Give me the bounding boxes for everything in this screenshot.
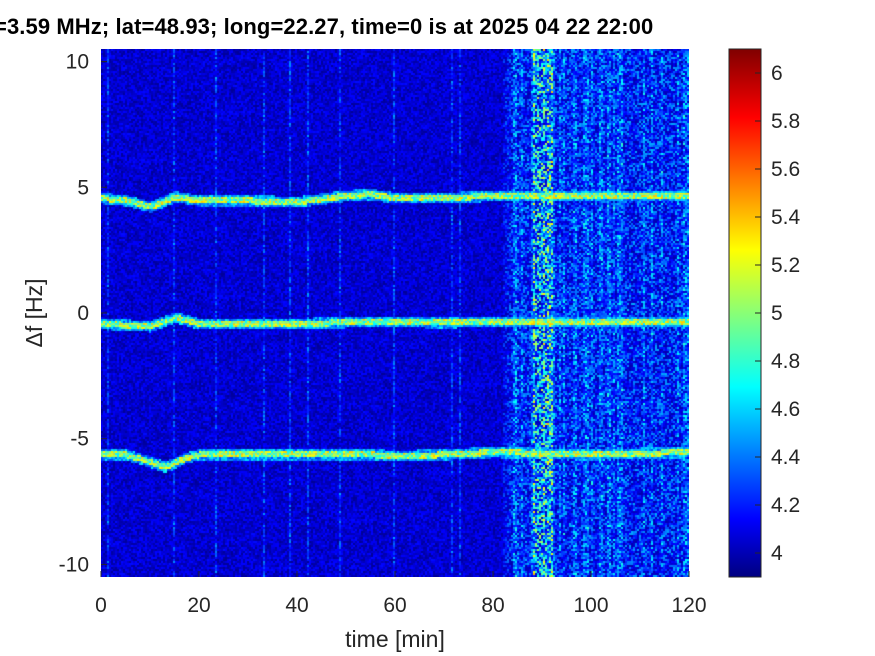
- x-axis: 0 20 40 60 80 100 120: [95, 571, 707, 617]
- x-tick-label: 40: [285, 594, 308, 617]
- signal-traces: [101, 192, 689, 468]
- colorbar-tick-label: 5.6: [771, 158, 800, 181]
- y-tick-label: 0: [77, 302, 89, 325]
- colorbar-tick-label: 4.6: [771, 398, 800, 421]
- trace-line-1: [101, 192, 689, 207]
- x-tick-label: 20: [187, 594, 210, 617]
- plot-area: [101, 49, 689, 577]
- x-tick-label: 100: [573, 594, 608, 617]
- y-axis-label: Δf [Hz]: [21, 278, 47, 347]
- y-tick-label: 10: [66, 51, 89, 74]
- x-axis-label: time [min]: [345, 626, 445, 652]
- colorbar-tick-label: 4.2: [771, 494, 800, 517]
- trace-line-2: [101, 316, 689, 327]
- y-tick-label: 5: [77, 176, 89, 199]
- y-tick-label: -5: [70, 428, 89, 451]
- colorbar-tick-label: 5.8: [771, 110, 800, 133]
- colorbar-tick-label: 4: [771, 542, 783, 565]
- x-tick-label: 120: [671, 594, 706, 617]
- x-tick-label: 80: [481, 594, 504, 617]
- trace-line-3: [101, 450, 689, 468]
- x-tick-label: 0: [95, 594, 107, 617]
- colorbar-tick-label: 5.2: [771, 254, 800, 277]
- colorbar-tick-label: 5: [771, 302, 783, 325]
- colorbar-tick-label: 6: [771, 62, 783, 85]
- colorbar-ticks: 4 4.2 4.4 4.6 4.8 5 5.2 5.4 5.6 5.8 6: [755, 62, 801, 565]
- colorbar-tick-label: 4.8: [771, 350, 800, 373]
- x-tick-label: 60: [383, 594, 406, 617]
- chart-title: =3.59 MHz; lat=48.93; long=22.27, time=0…: [0, 14, 654, 39]
- y-axis: -10 -5 0 5 10: [59, 51, 107, 576]
- y-tick-label: -10: [59, 553, 89, 576]
- colorbar-tick-label: 4.4: [771, 446, 801, 469]
- colorbar-tick-label: 5.4: [771, 206, 801, 229]
- colorbar: 4 4.2 4.4 4.6 4.8 5 5.2 5.4 5.6 5.8 6: [728, 48, 801, 578]
